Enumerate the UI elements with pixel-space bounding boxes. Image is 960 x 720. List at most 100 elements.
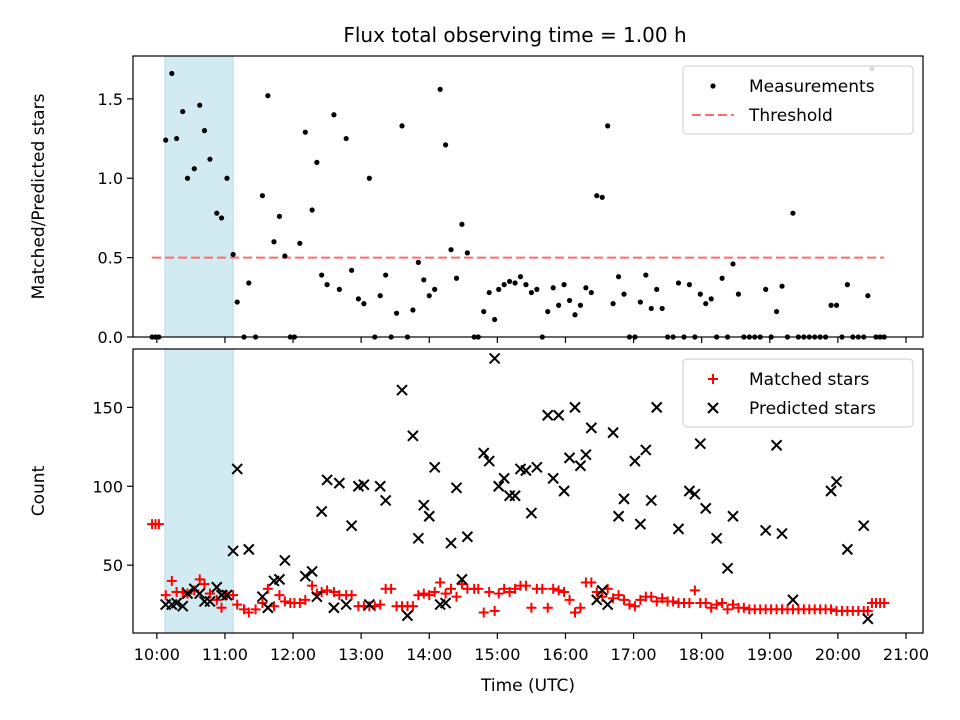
data-point [830, 475, 843, 488]
data-point [637, 299, 643, 305]
data-point [601, 598, 614, 611]
y-tick-label: 0.5 [98, 249, 123, 268]
data-point [319, 272, 325, 278]
data-point [563, 452, 576, 464]
data-point [558, 485, 570, 497]
legend-label: Matched stars [749, 370, 869, 390]
data-point [413, 590, 424, 601]
data-point [429, 586, 440, 597]
data-point [439, 597, 452, 609]
data-point [640, 444, 652, 456]
x-tick-label: 14:00 [406, 645, 452, 664]
data-point [621, 291, 627, 297]
data-point [375, 599, 386, 610]
data-point [224, 175, 230, 181]
data-point [201, 128, 208, 134]
data-point [459, 221, 465, 227]
data-point [684, 598, 695, 609]
x-axis-label: Time (UTC) [480, 676, 575, 696]
data-point [418, 499, 430, 511]
data-point [608, 593, 619, 604]
data-point [184, 175, 191, 181]
data-point [675, 280, 682, 286]
data-point [668, 596, 679, 607]
legend-entry: Matched stars [708, 370, 869, 390]
data-point [216, 602, 227, 613]
axes-frame [132, 55, 924, 338]
data-point [651, 596, 662, 607]
data-point [629, 455, 641, 467]
data-point [499, 583, 510, 594]
data-point [566, 297, 573, 304]
data-point [594, 193, 600, 199]
data-point [314, 159, 320, 165]
data-point [509, 490, 521, 502]
data-point [194, 574, 205, 585]
data-point [553, 585, 564, 596]
data-point [191, 166, 197, 172]
axes-frame [132, 348, 924, 634]
data-point [321, 474, 333, 486]
data-point [153, 519, 164, 530]
data-point [689, 488, 701, 500]
data-point [418, 588, 429, 599]
data-point [559, 586, 570, 597]
data-point [343, 135, 349, 142]
data-point [727, 599, 738, 610]
data-point [634, 518, 647, 530]
data-point [160, 590, 171, 601]
legend-entry: Measurements [710, 77, 875, 97]
data-point [282, 253, 288, 259]
data-point [700, 598, 711, 609]
data-point [537, 583, 548, 594]
data-point [615, 274, 622, 280]
data-point [657, 593, 668, 604]
data-point [629, 601, 640, 612]
series-predicted-stars [159, 352, 874, 625]
data-point [246, 280, 252, 286]
data-point [173, 135, 180, 142]
data-point [273, 573, 286, 586]
data-point [721, 562, 734, 575]
data-point [583, 285, 589, 291]
data-point [435, 577, 446, 588]
data-point [865, 293, 871, 299]
data-point [577, 302, 584, 308]
data-point [199, 579, 210, 590]
data-point [735, 291, 742, 297]
data-point [547, 472, 559, 485]
data-point [464, 250, 470, 256]
data-point [654, 286, 660, 292]
data-point [727, 510, 739, 522]
data-point [302, 129, 308, 135]
data-point [456, 573, 468, 586]
data-point [844, 282, 851, 288]
data-point [324, 282, 330, 288]
data-point [486, 289, 492, 296]
bottom-panel: 50 100 150 10:00 11:00 12:00 13:00 14:00 15:00 16… [29, 348, 929, 696]
data-point [635, 594, 646, 605]
data-point [300, 594, 311, 605]
data-point [826, 604, 837, 615]
legend-label: Threshold [748, 106, 833, 126]
data-point [643, 272, 649, 278]
data-point [279, 596, 290, 607]
data-point [228, 590, 239, 601]
data-point [548, 583, 559, 594]
data-point [561, 282, 567, 288]
data-point [697, 291, 703, 297]
shaded-region [164, 348, 234, 634]
data-point [180, 108, 186, 115]
data-point [738, 602, 749, 613]
data-point [770, 439, 783, 451]
data-point [493, 588, 504, 599]
data-point [407, 430, 419, 442]
data-point [496, 286, 502, 292]
series-matched-stars [147, 519, 890, 618]
data-point [328, 602, 340, 614]
data-point [276, 213, 283, 219]
data-point [309, 207, 315, 213]
data-point [484, 586, 495, 597]
data-point [605, 123, 611, 129]
